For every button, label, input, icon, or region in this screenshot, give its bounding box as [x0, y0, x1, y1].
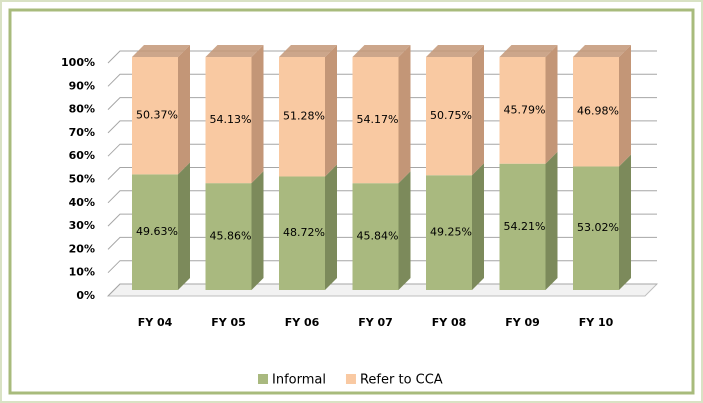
bar-side — [251, 45, 264, 184]
y-tick-label: 90% — [69, 79, 95, 92]
legend-label: Informal — [272, 373, 326, 388]
data-label: 49.63% — [136, 225, 178, 238]
bar-top — [426, 45, 484, 57]
bar-side — [619, 154, 631, 290]
bar-segment — [279, 176, 325, 290]
bar-side — [251, 171, 264, 290]
bar-segment — [132, 57, 178, 175]
y-tick-label: 100% — [61, 56, 95, 69]
x-tick-label: FY 04 — [138, 316, 173, 329]
bar-side — [178, 162, 190, 290]
y-tick-label: 10% — [69, 266, 95, 279]
data-label: 50.75% — [430, 109, 472, 122]
bar-side — [472, 45, 484, 176]
data-label: 45.86% — [210, 230, 252, 243]
y-tick-label: 60% — [69, 149, 95, 162]
x-tick-label: FY 06 — [285, 316, 320, 329]
bar-segment — [352, 56, 399, 184]
y-tick-label: 50% — [69, 173, 95, 186]
data-label: 45.84% — [357, 230, 399, 243]
data-label: 50.37% — [136, 109, 178, 122]
y-tick-label: 0% — [76, 289, 95, 302]
bar-segment — [499, 57, 546, 164]
data-label: 54.13% — [210, 113, 252, 126]
data-label: 45.79% — [504, 103, 546, 116]
bar-segment — [205, 57, 252, 184]
data-label: 54.17% — [357, 113, 399, 126]
bar-segment — [352, 183, 399, 290]
data-label: 46.98% — [577, 105, 619, 118]
bar-side — [178, 45, 190, 175]
bar-top — [573, 45, 631, 57]
bar-segment — [279, 57, 325, 177]
data-label: 54.21% — [504, 220, 546, 233]
bar-top — [352, 44, 411, 57]
bar-side — [398, 44, 411, 184]
bar-top — [279, 45, 337, 57]
bar-segment — [426, 175, 472, 290]
data-label: 48.72% — [283, 226, 325, 239]
bar-side — [619, 45, 631, 167]
bar-side — [545, 45, 558, 164]
bar-top — [132, 45, 190, 57]
legend-label: Refer to CCA — [360, 373, 443, 388]
bar-top — [499, 45, 558, 57]
bar-segment — [499, 163, 546, 290]
y-tick-label: 40% — [69, 196, 95, 209]
legend-swatch — [345, 374, 356, 384]
bar-segment — [205, 183, 252, 290]
data-label: 49.25% — [430, 226, 472, 239]
x-tick-label: FY 09 — [505, 316, 540, 329]
y-tick-label: 20% — [69, 242, 95, 255]
x-tick-label: FY 10 — [579, 316, 614, 329]
data-label: 53.02% — [577, 221, 619, 234]
data-label: 51.28% — [283, 110, 325, 123]
y-tick-label: 70% — [69, 126, 95, 139]
bar-segment — [573, 57, 619, 167]
bar-top — [205, 45, 264, 58]
bar-side — [472, 163, 484, 290]
y-tick-label: 80% — [69, 103, 95, 116]
legend-swatch — [258, 374, 268, 384]
bar-side — [325, 45, 337, 177]
bar-side — [325, 164, 337, 290]
bar-side — [398, 171, 411, 290]
bar-segment — [426, 57, 472, 176]
x-tick-label: FY 08 — [432, 316, 467, 329]
bar-side — [545, 151, 558, 290]
y-tick-label: 30% — [69, 219, 95, 232]
x-tick-label: FY 07 — [358, 316, 393, 329]
bar-segment — [573, 166, 619, 290]
bar-segment — [132, 174, 178, 290]
x-tick-label: FY 05 — [211, 316, 246, 329]
